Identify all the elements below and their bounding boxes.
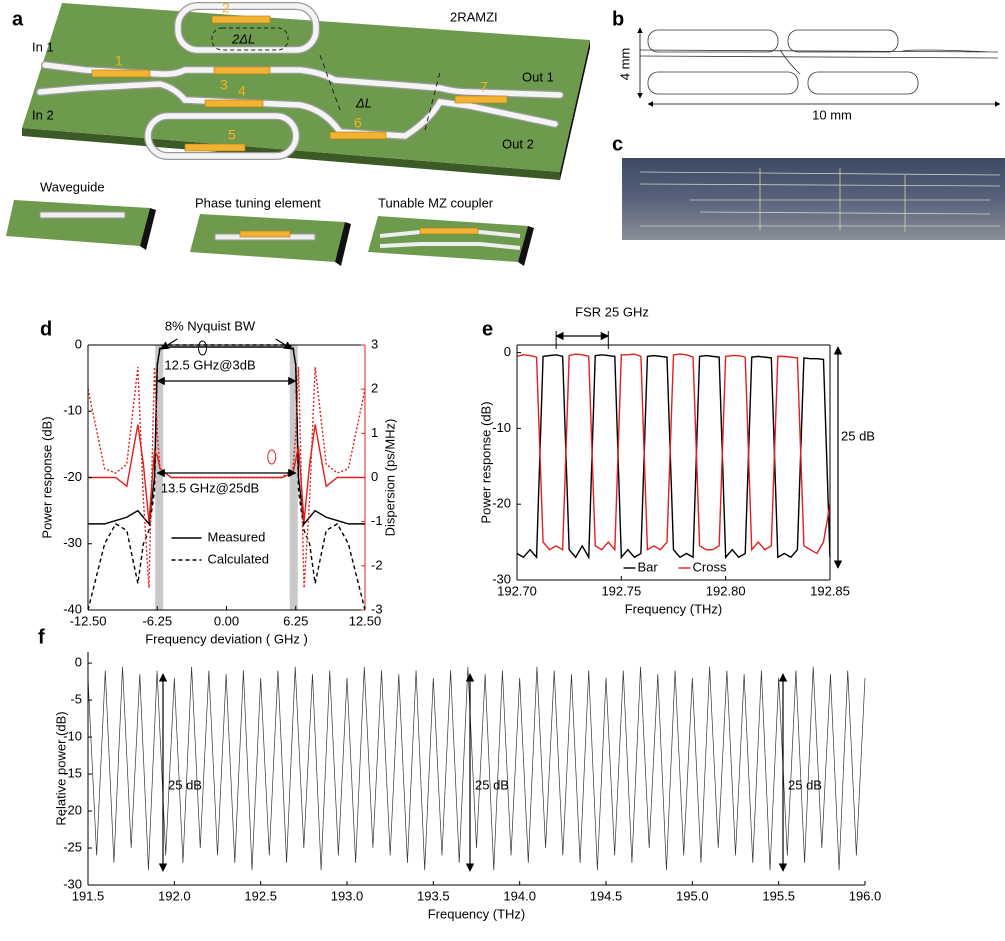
x-tick-label: 195.0	[676, 888, 709, 903]
y-tick-label: -20	[63, 469, 82, 484]
y2-tick-label: -2	[371, 557, 383, 572]
x-tick-label: 192.80	[706, 583, 746, 598]
y2-tick-label: 2	[371, 381, 378, 396]
y-tick-label: 0	[75, 336, 82, 351]
annotation: FSR 25 GHz	[575, 304, 649, 319]
axis-indicator	[268, 450, 276, 464]
panel-b	[640, 28, 1000, 104]
delay-label: ΔL	[355, 95, 372, 110]
y-axis-label: Power response (dB)	[478, 401, 493, 523]
x-tick-label: 0.00	[214, 613, 239, 628]
y-tick-label: -10	[492, 420, 511, 435]
x-tick-label: -12.50	[70, 613, 107, 628]
delay-label: 2ΔL	[231, 31, 255, 46]
element-number: 4	[238, 83, 246, 99]
legend-label: Calculated	[208, 551, 269, 566]
y-tick-label: -30	[63, 535, 82, 550]
x-tick-label: 192.70	[497, 583, 537, 598]
y-tick-label: 0	[75, 655, 82, 670]
inset-label: Waveguide	[40, 179, 105, 194]
x-tick-label: 192.0	[158, 888, 191, 903]
panel-a: a 2RAMZI In 1 In 2 Out 1 Out 2 1 2 3 4 5…	[6, 0, 590, 266]
device-title: 2RAMZI	[450, 9, 498, 24]
y2-tick-label: 0	[371, 469, 378, 484]
element-number: 7	[480, 79, 488, 95]
element-number: 3	[220, 77, 228, 93]
x-tick-label: 192.85	[810, 583, 850, 598]
panel-label: c	[612, 133, 623, 155]
x-tick-label: 193.0	[331, 888, 364, 903]
y-tick-label: 0	[504, 344, 511, 359]
port-label: In 2	[32, 107, 54, 122]
port-label: In 1	[32, 39, 54, 54]
y2-tick-label: -1	[371, 513, 383, 528]
x-tick-label: -6.25	[142, 613, 172, 628]
annotation: 8% Nyquist BW	[165, 318, 256, 333]
annotation: 25 dB	[788, 777, 822, 792]
y-tick-label: -20	[492, 496, 511, 511]
x-tick-label: 193.5	[417, 888, 450, 903]
y-tick-label: -10	[63, 403, 82, 418]
panel-label: d	[40, 318, 52, 340]
element-number: 2	[222, 0, 230, 16]
panel-label: e	[482, 318, 493, 340]
x-axis-label: Frequency (THz)	[428, 906, 526, 921]
x-axis-label: Frequency deviation ( GHz )	[145, 631, 308, 646]
y2-tick-label: -3	[371, 601, 383, 616]
panel-label: f	[38, 626, 45, 648]
annotation: 25 dB	[475, 777, 509, 792]
y2-tick-label: 3	[371, 336, 378, 351]
annotation: 13.5 GHz@25dB	[161, 480, 259, 495]
axis-indicator	[199, 341, 207, 355]
x-tick-label: 191.5	[72, 888, 105, 903]
x-tick-label: 195.5	[762, 888, 795, 903]
port-label: Out 2	[502, 136, 534, 151]
x-tick-label: 192.75	[601, 583, 641, 598]
port-label: Out 1	[522, 69, 554, 84]
inset-label: Phase tuning element	[195, 195, 321, 210]
page: a 2RAMZI In 1 In 2 Out 1 Out 2 1 2 3 4 5…	[0, 0, 1005, 941]
series-line	[88, 667, 865, 870]
panel-label: a	[12, 8, 24, 30]
x-axis-label: Frequency (THz)	[625, 601, 723, 616]
x-tick-label: 192.5	[244, 888, 277, 903]
legend-label: Cross	[693, 559, 727, 574]
x-tick-label: 194.5	[590, 888, 623, 903]
annotation: 25 dB	[168, 777, 202, 792]
y-axis-label: Relative power (dB)	[53, 711, 68, 825]
panel-label: b	[612, 8, 624, 30]
x-tick-label: 196.0	[849, 888, 882, 903]
element-number: 1	[115, 53, 123, 69]
figure: a 2RAMZI In 1 In 2 Out 1 Out 2 1 2 3 4 5…	[0, 0, 1005, 941]
annotation: 25 dB	[841, 428, 875, 443]
dimension-label: 4 mm	[617, 48, 632, 81]
y2-tick-label: 1	[371, 425, 378, 440]
chip-photo	[622, 158, 1005, 240]
x-tick-label: 194.0	[503, 888, 536, 903]
legend-label: Measured	[208, 529, 266, 544]
legend-label: Bar	[638, 559, 659, 574]
y-tick-label: -25	[63, 839, 82, 854]
inset-label: Tunable MZ coupler	[378, 195, 494, 210]
y2-axis-label: Dispersion (ps/MHz)	[382, 419, 397, 537]
element-number: 6	[354, 115, 362, 131]
y-tick-label: -5	[70, 692, 82, 707]
annotation: 12.5 GHz@3dB	[164, 357, 255, 372]
panel-c	[622, 158, 1005, 240]
x-tick-label: 6.25	[283, 613, 308, 628]
dimension-label: 10 mm	[812, 107, 852, 122]
element-number: 5	[228, 127, 236, 143]
y-axis-label: Power response (dB)	[39, 416, 54, 538]
